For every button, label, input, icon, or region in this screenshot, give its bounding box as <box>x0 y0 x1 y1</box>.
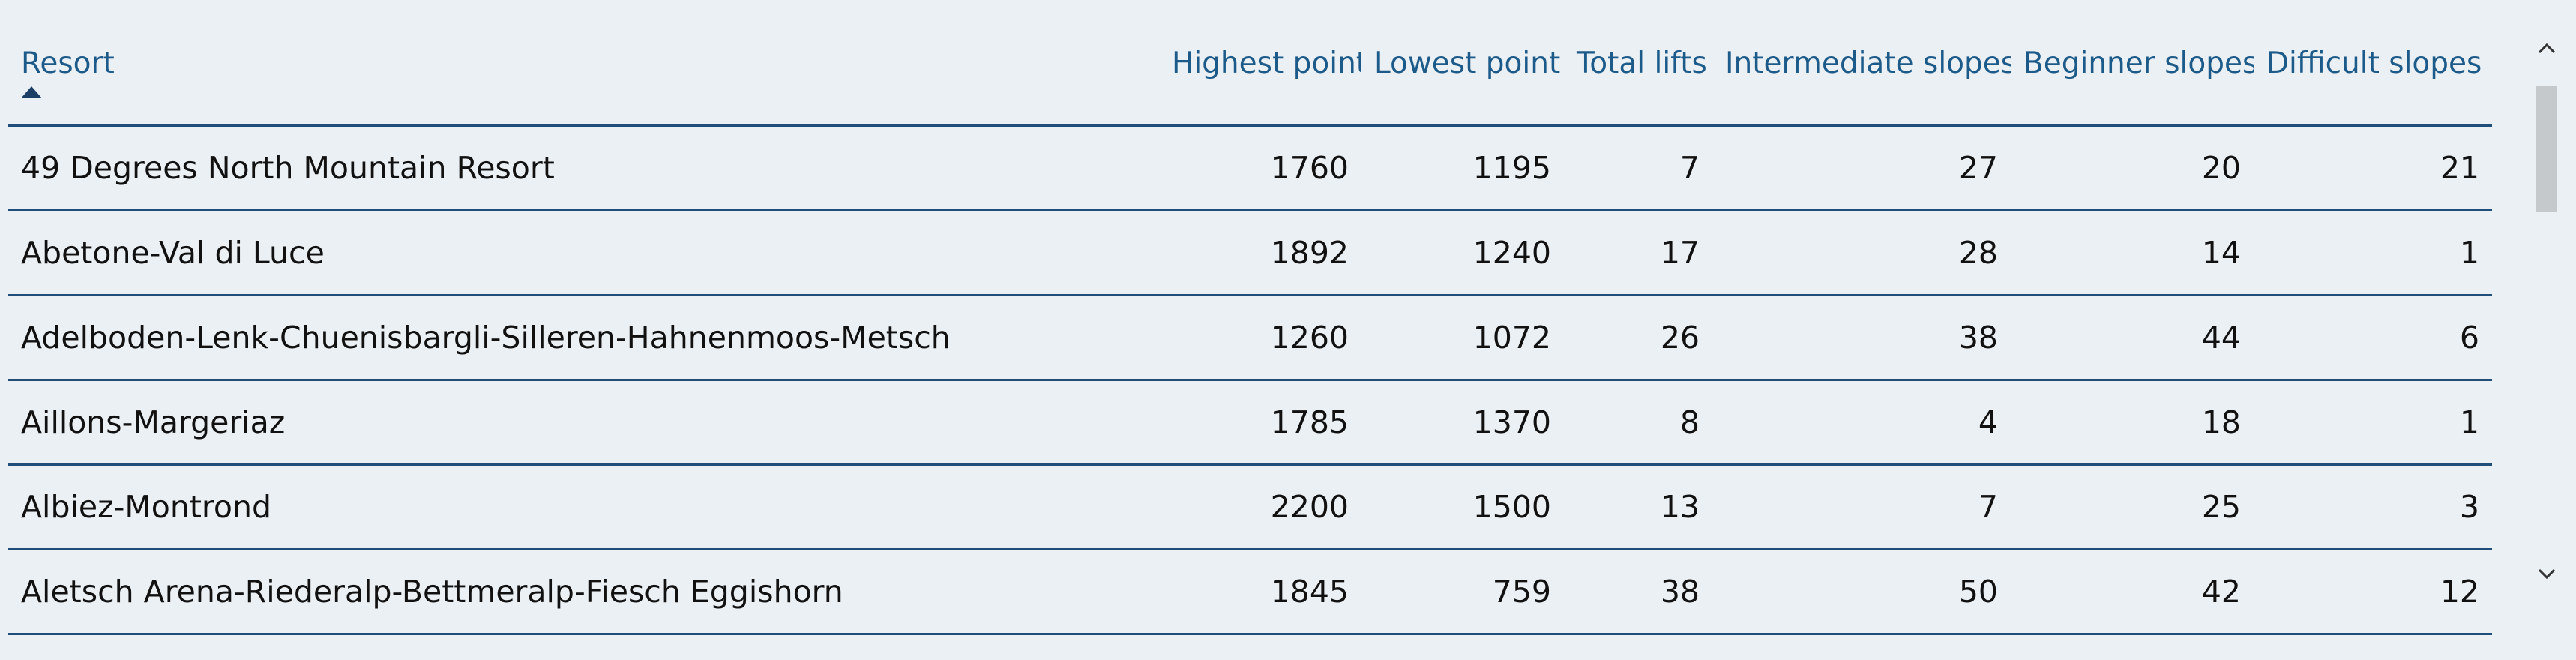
cell-resort: 49 Degrees North Mountain Resort <box>8 125 1159 212</box>
table-row[interactable]: 49 Degrees North Mountain Resort 1760 11… <box>8 125 2492 212</box>
cell-resort: Aletsch Arena-Riederalp-Bettmeralp-Fiesc… <box>8 549 1159 635</box>
column-header-label: Highest point <box>1172 46 1361 80</box>
cell-difficult-slopes: 6 <box>2254 295 2492 381</box>
column-header-label: Lowest point <box>1374 46 1561 80</box>
scrollbar-thumb[interactable] <box>2536 86 2557 212</box>
cell-resort: Aillons-Margeriaz <box>8 380 1159 466</box>
cell-resort: Abetone-Val di Luce <box>8 210 1159 296</box>
table-row[interactable]: Aillons-Margeriaz 1785 1370 8 4 18 1 <box>8 380 2492 466</box>
column-header-total-lifts[interactable]: Total lifts <box>1564 0 1712 127</box>
column-header-intermediate-slopes[interactable]: Intermediate slopes <box>1712 0 2011 127</box>
table-row[interactable]: Adelboden-Lenk-Chuenisbargli-Silleren-Ha… <box>8 295 2492 381</box>
cell-beginner-slopes: 25 <box>2011 464 2254 550</box>
column-header-label: Intermediate slopes <box>1725 46 2011 80</box>
cell-beginner-slopes: 18 <box>2011 380 2254 466</box>
cell-lowest-point: 1370 <box>1361 380 1564 466</box>
cell-total-lifts: 17 <box>1564 210 1712 296</box>
cell-lowest-point: 1500 <box>1361 464 1564 550</box>
cell-beginner-slopes: 20 <box>2011 125 2254 212</box>
cell-intermediate-slopes: 50 <box>1712 549 2011 635</box>
cell-intermediate-slopes: 27 <box>1712 125 2011 212</box>
table-container: Resort Highest point Lowest point Total … <box>8 0 2492 660</box>
cell-highest-point: 1845 <box>1159 549 1361 635</box>
column-header-resort[interactable]: Resort <box>8 0 1159 127</box>
cell-lowest-point: 1240 <box>1361 210 1564 296</box>
column-header-lowest-point[interactable]: Lowest point <box>1361 0 1564 127</box>
cell-intermediate-slopes: 4 <box>1712 380 2011 466</box>
cell-total-lifts: 38 <box>1564 549 1712 635</box>
cell-intermediate-slopes: 7 <box>1712 464 2011 550</box>
cell-difficult-slopes: 21 <box>2254 125 2492 212</box>
header-row: Resort Highest point Lowest point Total … <box>8 0 2492 127</box>
cell-total-lifts: 7 <box>1564 125 1712 212</box>
cell-beginner-slopes: 44 <box>2011 295 2254 381</box>
column-header-label: Difficult slopes <box>2266 46 2482 80</box>
column-header-label: Total lifts <box>1577 46 1707 80</box>
sort-ascending-icon <box>21 86 42 98</box>
cell-highest-point: 1760 <box>1159 125 1361 212</box>
chevron-up-icon[interactable] <box>2536 38 2558 60</box>
cell-intermediate-slopes: 28 <box>1712 210 2011 296</box>
cell-difficult-slopes: 1 <box>2254 210 2492 296</box>
cell-lowest-point: 1072 <box>1361 295 1564 381</box>
cell-resort: Adelboden-Lenk-Chuenisbargli-Silleren-Ha… <box>8 295 1159 381</box>
cell-highest-point: 1785 <box>1159 380 1361 466</box>
cell-total-lifts: 26 <box>1564 295 1712 381</box>
column-header-label: Resort <box>21 46 115 80</box>
cell-difficult-slopes: 12 <box>2254 549 2492 635</box>
cell-beginner-slopes: 14 <box>2011 210 2254 296</box>
cell-intermediate-slopes: 38 <box>1712 295 2011 381</box>
cell-lowest-point: 1195 <box>1361 125 1564 212</box>
cell-resort: Albiez-Montrond <box>8 464 1159 550</box>
table-row[interactable]: Albiez-Montrond 2200 1500 13 7 25 3 <box>8 464 2492 550</box>
vertical-scrollbar[interactable] <box>2528 38 2566 585</box>
cell-difficult-slopes: 1 <box>2254 380 2492 466</box>
cell-difficult-slopes: 3 <box>2254 464 2492 550</box>
column-header-highest-point[interactable]: Highest point <box>1159 0 1361 127</box>
cell-total-lifts: 13 <box>1564 464 1712 550</box>
table-row[interactable]: Abetone-Val di Luce 1892 1240 17 28 14 1 <box>8 210 2492 296</box>
column-header-label: Beginner slopes <box>2023 46 2254 80</box>
cell-beginner-slopes: 42 <box>2011 549 2254 635</box>
cell-lowest-point: 759 <box>1361 549 1564 635</box>
column-header-beginner-slopes[interactable]: Beginner slopes <box>2011 0 2254 127</box>
resort-table: Resort Highest point Lowest point Total … <box>8 0 2492 635</box>
column-header-difficult-slopes[interactable]: Difficult slopes <box>2254 0 2492 127</box>
cell-highest-point: 2200 <box>1159 464 1361 550</box>
cell-highest-point: 1892 <box>1159 210 1361 296</box>
table-row[interactable]: Aletsch Arena-Riederalp-Bettmeralp-Fiesc… <box>8 549 2492 635</box>
cell-highest-point: 1260 <box>1159 295 1361 381</box>
chevron-down-icon[interactable] <box>2536 562 2558 585</box>
cell-total-lifts: 8 <box>1564 380 1712 466</box>
